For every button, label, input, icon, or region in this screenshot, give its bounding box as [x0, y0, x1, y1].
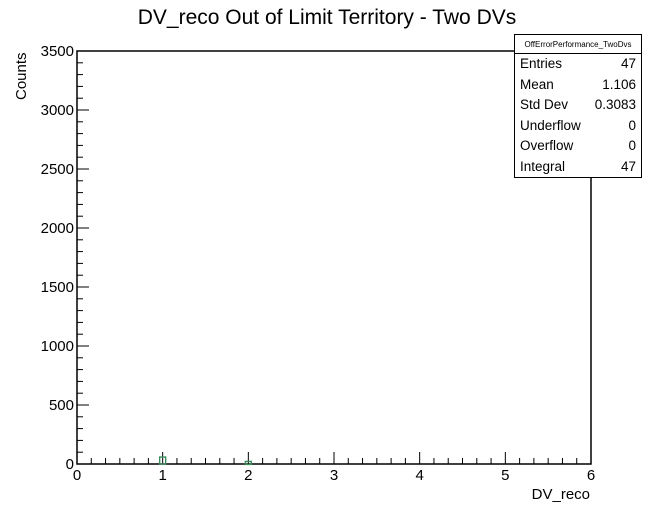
stats-value: 47 — [620, 56, 636, 71]
x-tick-label: 0 — [73, 467, 81, 484]
stats-value: 0 — [628, 138, 636, 154]
stats-label: Overflow — [520, 138, 574, 154]
chart-title: DV_reco Out of Limit Territory - Two DVs — [137, 6, 517, 29]
stats-row: Integral 47 — [515, 157, 641, 178]
stats-label: Mean — [520, 76, 554, 92]
stats-row: Overflow 0 — [515, 136, 641, 157]
stats-row: Underflow 0 — [515, 116, 641, 137]
x-axis-label: DV_reco — [532, 486, 590, 503]
histogram-bin — [244, 460, 253, 466]
x-tick-label: 3 — [330, 467, 338, 484]
stats-value: 0 — [628, 117, 636, 133]
x-tick-label: 6 — [587, 467, 595, 484]
x-tick-label: 4 — [415, 467, 423, 484]
y-tick-label: 3500 — [41, 43, 74, 60]
stats-box: OffErrorPerformance_TwoDvs Entries 47 Mean… — [514, 34, 642, 178]
y-axis-ticks: 0 500 1000 1500 2000 2500 3000 3500 — [41, 43, 89, 473]
stats-row: Entries 47 — [515, 54, 641, 75]
y-tick-label: 2000 — [41, 220, 74, 237]
stats-label: Entries — [520, 56, 563, 71]
y-tick-label: 500 — [49, 397, 74, 414]
stats-value: 1.106 — [602, 76, 636, 92]
y-tick-label: 2500 — [41, 161, 74, 178]
stats-value: 0.3083 — [594, 97, 636, 113]
y-axis-label: Counts — [13, 52, 30, 100]
y-tick-label: 1000 — [41, 338, 74, 355]
stats-row: Std Dev 0.3083 — [515, 95, 641, 116]
stats-row: Mean 1.106 — [515, 75, 641, 96]
stats-label: Integral — [520, 158, 566, 174]
stats-box-name: OffErrorPerformance_TwoDvs — [515, 35, 641, 54]
x-tick-label: 1 — [158, 467, 166, 484]
stats-label: Std Dev — [520, 97, 569, 113]
y-tick-label: 0 — [66, 456, 74, 473]
x-axis-ticks: 0 1 2 3 4 5 6 — [73, 452, 595, 484]
stats-value: 47 — [620, 158, 636, 174]
histogram-bin — [158, 456, 167, 465]
x-tick-label: 5 — [501, 467, 509, 484]
data-marks — [158, 456, 253, 466]
y-tick-label: 1500 — [41, 279, 74, 296]
y-tick-label: 3000 — [41, 102, 74, 119]
x-tick-label: 2 — [244, 467, 252, 484]
stats-label: Underflow — [520, 117, 581, 133]
